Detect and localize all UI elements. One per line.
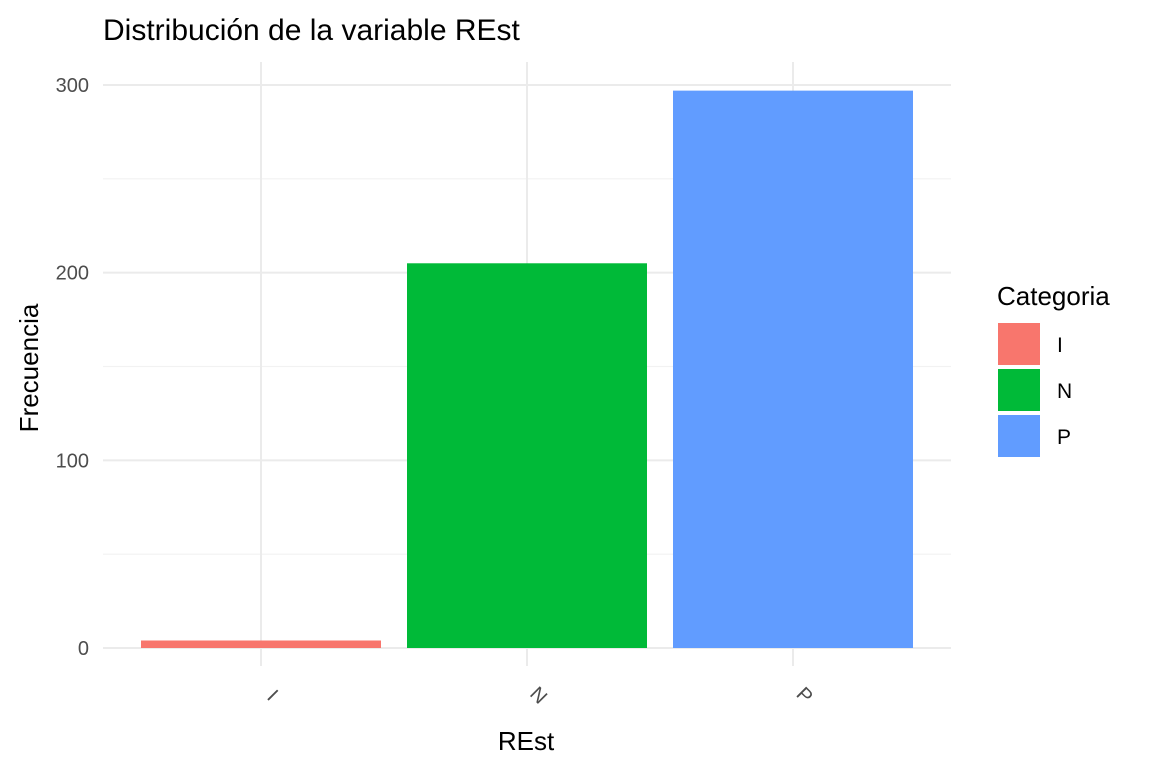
bar-P: [673, 90, 913, 648]
x-axis-title: REst: [498, 726, 555, 756]
legend-items: INP: [998, 323, 1072, 457]
y-tick-label: 300: [56, 75, 89, 97]
legend-swatch-I: [998, 323, 1040, 365]
x-tick-label: I: [262, 686, 281, 705]
legend-label-P: P: [1057, 426, 1071, 449]
bars: [141, 90, 913, 648]
legend-label-N: N: [1057, 380, 1072, 403]
x-tick-label: P: [792, 683, 817, 708]
legend-label-I: I: [1057, 334, 1063, 357]
legend-swatch-N: [998, 369, 1040, 411]
bar-N: [407, 263, 647, 648]
legend-title: Categoria: [997, 281, 1110, 311]
legend-swatch-P: [998, 415, 1040, 457]
chart-title: Distribución de la variable REst: [103, 14, 521, 47]
y-tick-label: 0: [78, 638, 89, 660]
y-axis-ticks: 0 100 200 300: [56, 75, 89, 660]
x-tick-label: N: [525, 683, 551, 709]
bar-I: [141, 640, 381, 648]
legend: Categoria INP: [997, 281, 1110, 457]
y-tick-label: 200: [56, 263, 89, 285]
y-axis-title: Frecuencia: [14, 303, 44, 432]
y-tick-label: 100: [56, 450, 89, 472]
